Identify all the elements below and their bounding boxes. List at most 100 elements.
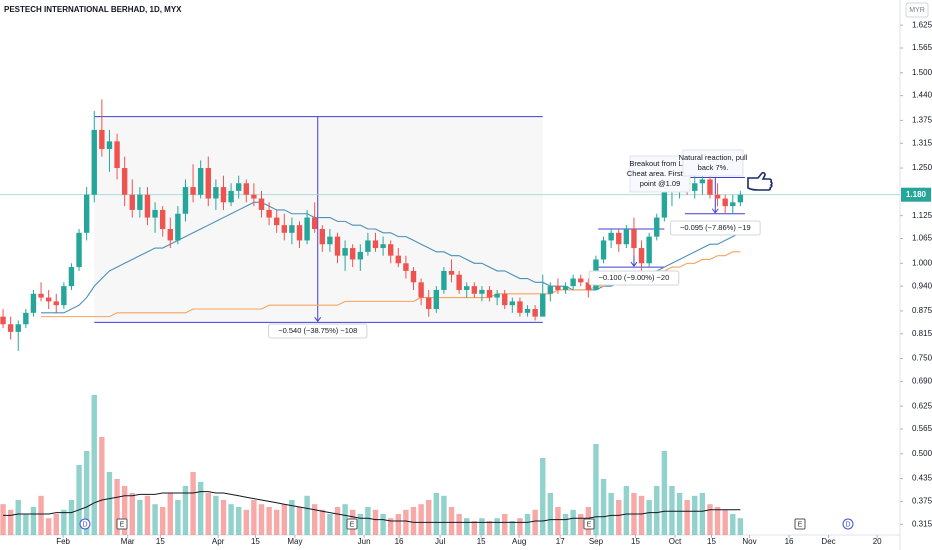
y-tick-label: 0.875 xyxy=(912,306,932,315)
candle-body xyxy=(433,289,440,310)
event-label: D xyxy=(845,521,850,528)
x-tick-label: 15 xyxy=(631,537,640,546)
candle-body xyxy=(570,278,576,287)
candle-body xyxy=(509,301,516,306)
x-tick-label: 17 xyxy=(556,537,565,546)
last-price-label: 1.180 xyxy=(906,190,927,199)
volume-bar xyxy=(388,518,394,535)
candle-body xyxy=(737,194,744,203)
volume-bar xyxy=(76,465,82,535)
candle-body xyxy=(426,297,432,310)
volume-bar xyxy=(540,458,546,535)
candle-body xyxy=(38,293,44,298)
candle-body xyxy=(334,236,341,256)
event-marker xyxy=(794,518,806,530)
candle-body xyxy=(410,270,417,283)
y-tick-label: 0.500 xyxy=(912,449,932,458)
volume-bar xyxy=(106,472,113,535)
candle-body xyxy=(0,316,6,325)
x-tick-label: May xyxy=(287,537,302,546)
candle-body xyxy=(281,225,287,233)
volume-bar xyxy=(273,509,280,535)
candle-body xyxy=(692,183,698,191)
candle-body xyxy=(707,179,713,195)
y-tick-label: 0.435 xyxy=(912,474,932,483)
volume-bar xyxy=(114,479,120,535)
volume-bar xyxy=(638,495,645,535)
candle-body xyxy=(547,286,554,294)
y-tick-label: 1.500 xyxy=(912,68,932,77)
x-tick-label: 16 xyxy=(785,537,794,546)
volume-bar xyxy=(190,472,196,535)
event-marker xyxy=(79,518,91,530)
volume-bar xyxy=(441,495,447,535)
volume-bar xyxy=(600,479,607,535)
candle-body xyxy=(600,240,607,260)
candle-body xyxy=(319,228,325,245)
candle-body xyxy=(243,183,249,195)
volume-bar xyxy=(0,504,6,535)
candle-body xyxy=(623,228,630,245)
candle-body xyxy=(273,217,280,226)
candle-body xyxy=(372,240,379,249)
volume-bar xyxy=(471,521,478,535)
volume-bar xyxy=(45,518,52,535)
volume-bar xyxy=(53,514,59,535)
volume-bar xyxy=(433,493,440,535)
candle-body xyxy=(311,217,318,229)
y-tick-label: 0.940 xyxy=(912,281,932,290)
candle-body xyxy=(479,289,485,294)
volume-bar xyxy=(91,395,97,535)
candle-body xyxy=(68,267,75,287)
measure-label: −0.100 (−9.00%) −20 xyxy=(599,273,670,282)
volume-bar xyxy=(494,518,500,535)
candle-body xyxy=(30,293,37,313)
candle-body xyxy=(388,244,394,256)
candle-body xyxy=(76,232,82,268)
volume-bar xyxy=(426,500,432,535)
event-label: E xyxy=(798,521,803,528)
candle-body xyxy=(464,286,470,290)
volume-bar xyxy=(365,507,371,535)
note-line: Cheat area. First bu xyxy=(627,169,693,178)
event-marker xyxy=(116,518,128,530)
candle-body xyxy=(502,293,508,306)
x-tick-label: Dec xyxy=(821,537,835,546)
volume-bar xyxy=(61,509,67,535)
volume-bar xyxy=(167,493,173,535)
volume-bar xyxy=(342,504,348,535)
volume-bar xyxy=(372,509,379,535)
note-line: back 7%. xyxy=(698,163,729,172)
volume-bar xyxy=(296,507,303,535)
volume-bar xyxy=(137,500,143,535)
x-tick-label: 15 xyxy=(251,537,260,546)
volume-bar xyxy=(737,518,744,535)
note-line: point @1.09 xyxy=(640,179,681,188)
candle-body xyxy=(129,194,135,210)
candle-body xyxy=(403,263,409,271)
x-tick-label: 15 xyxy=(156,537,165,546)
candle-body xyxy=(296,225,303,241)
volume-bar xyxy=(676,493,683,535)
volume-bar xyxy=(623,486,630,535)
x-tick-label: Apr xyxy=(212,537,225,546)
measure-label: −0.095 (−7.86%) −19 xyxy=(680,223,751,232)
x-tick-label: 15 xyxy=(707,537,716,546)
volume-bar xyxy=(464,518,470,535)
volume-bar xyxy=(228,504,234,535)
volume-bar xyxy=(509,521,516,535)
candle-body xyxy=(304,217,310,241)
y-tick-label: 0.690 xyxy=(912,377,932,386)
candle-body xyxy=(524,309,531,313)
candle-body xyxy=(220,187,227,203)
candle-body xyxy=(182,187,189,214)
x-tick-label: Feb xyxy=(56,537,70,546)
candle-body xyxy=(631,228,637,249)
volume-bar xyxy=(289,500,295,535)
volume-bar xyxy=(714,507,721,535)
volume-bar xyxy=(403,509,409,535)
candle-body xyxy=(714,194,721,199)
candle-body xyxy=(730,202,736,207)
y-tick-label: 0.375 xyxy=(912,497,932,506)
volume-bar xyxy=(730,514,736,535)
